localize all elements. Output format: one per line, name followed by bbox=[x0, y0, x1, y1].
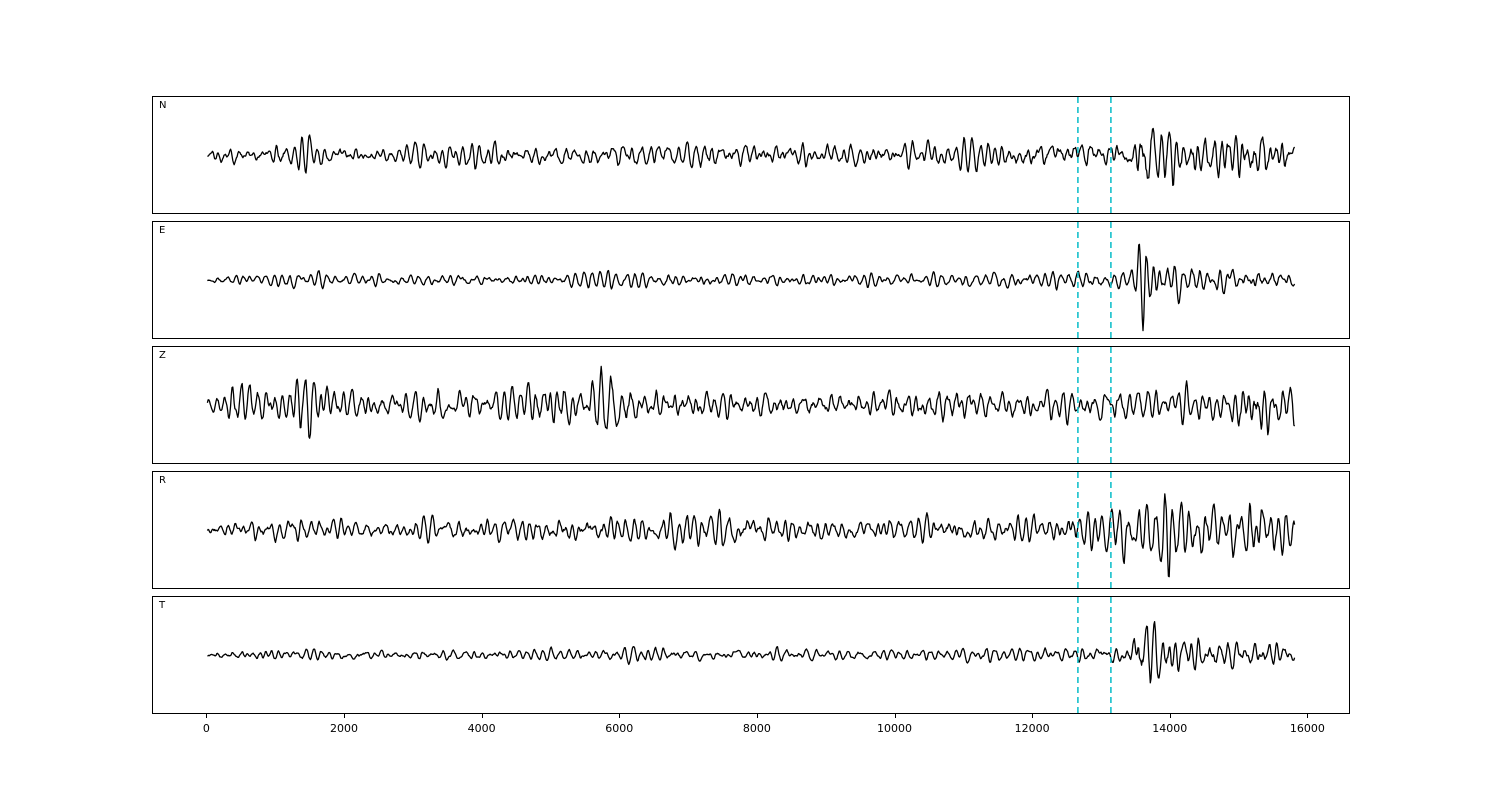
x-tick-label: 6000 bbox=[605, 722, 634, 735]
waveform-panel-n: N bbox=[152, 96, 1350, 214]
waveform-plot bbox=[207, 222, 1296, 338]
waveform-plot bbox=[207, 597, 1296, 713]
seismic-trace-T bbox=[207, 620, 1296, 684]
x-tick-mark bbox=[206, 714, 208, 718]
channel-label: N bbox=[159, 100, 167, 111]
x-tick-mark bbox=[1169, 714, 1171, 718]
seismic-trace-R bbox=[206, 493, 1296, 578]
waveform-plot bbox=[206, 472, 1296, 588]
seismic-trace-N bbox=[207, 127, 1296, 187]
x-tick-label: 16000 bbox=[1289, 722, 1325, 735]
x-tick-mark bbox=[481, 714, 483, 718]
x-tick-label: 8000 bbox=[742, 722, 771, 735]
channel-label: T bbox=[159, 600, 166, 611]
waveform-panel-t: T bbox=[152, 596, 1350, 714]
x-tick-label: 4000 bbox=[467, 722, 496, 735]
seismic-trace-Z bbox=[206, 365, 1296, 439]
x-tick-label: 12000 bbox=[1014, 722, 1050, 735]
x-tick-mark bbox=[344, 714, 345, 718]
x-tick-mark bbox=[894, 714, 896, 718]
waveform-plot bbox=[207, 97, 1296, 213]
x-tick-label: 14000 bbox=[1152, 722, 1188, 735]
channel-label: E bbox=[159, 225, 166, 236]
seismic-trace-E bbox=[207, 243, 1296, 332]
x-tick-label: 10000 bbox=[877, 722, 912, 735]
x-tick-mark bbox=[1307, 714, 1309, 718]
x-tick-mark bbox=[756, 714, 758, 718]
waveform-plot bbox=[206, 347, 1296, 463]
x-tick-mark bbox=[619, 714, 621, 718]
waveform-panel-z: Z bbox=[152, 346, 1350, 464]
x-tick-label: 2000 bbox=[330, 722, 358, 735]
x-axis: 0 2000 4000 6000 8000 10000 12000 14000 16000 bbox=[152, 714, 1348, 754]
waveform-panel-e: E bbox=[152, 221, 1350, 339]
x-tick-mark bbox=[1032, 714, 1034, 718]
x-tick-label: 0 bbox=[202, 722, 210, 735]
channel-label: Z bbox=[159, 350, 166, 361]
waveform-panel-r: R bbox=[152, 471, 1350, 589]
channel-label: R bbox=[159, 475, 166, 486]
